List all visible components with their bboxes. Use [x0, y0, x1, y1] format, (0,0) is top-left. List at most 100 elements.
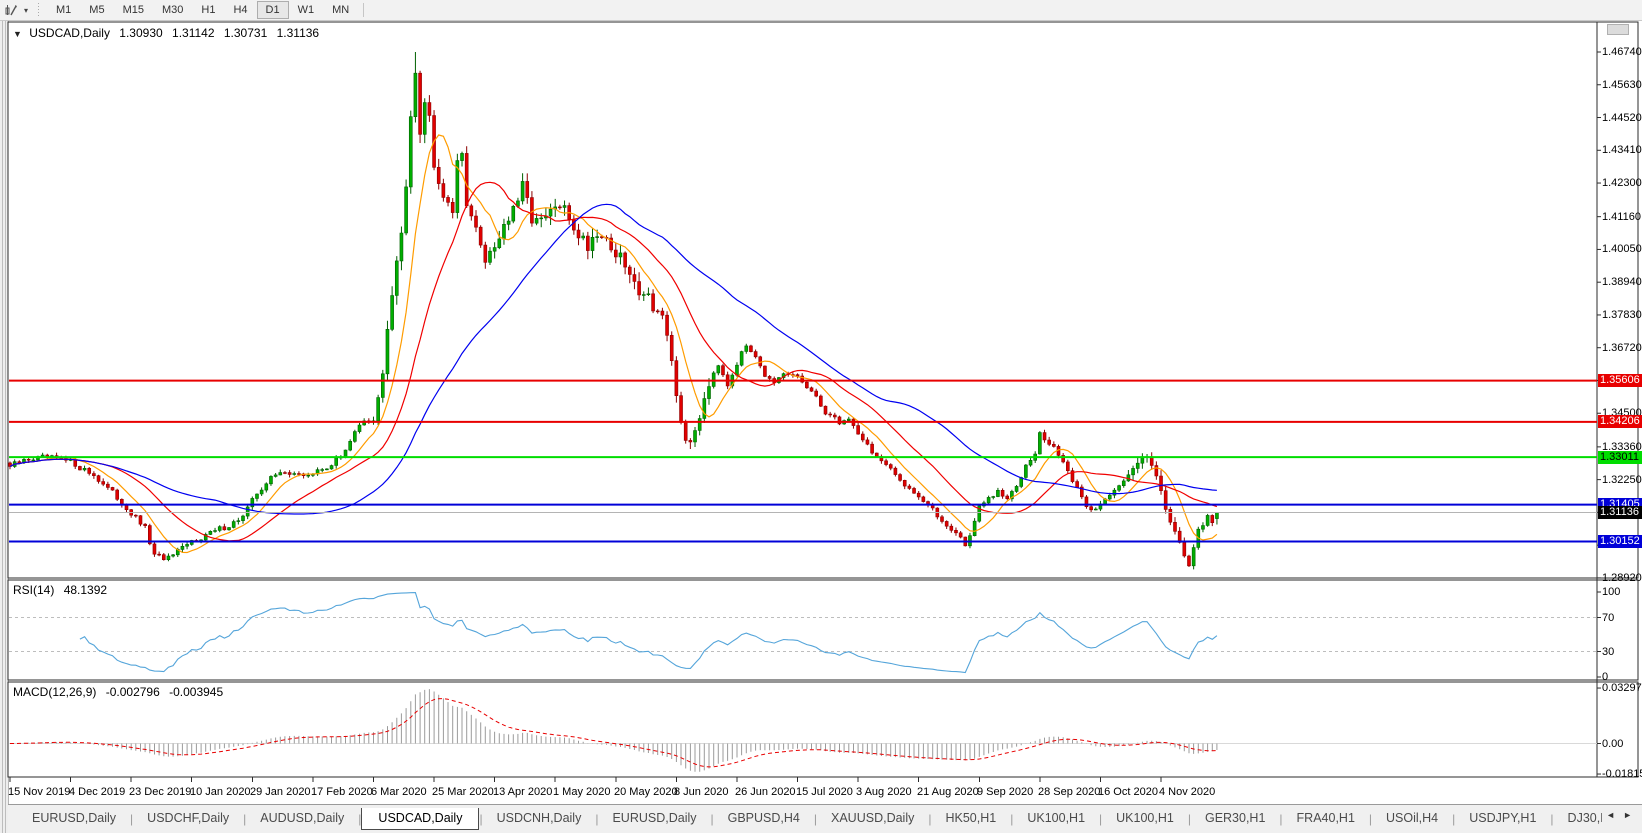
tab-separator: | — [1452, 812, 1456, 826]
chart-tab-ger30-h1[interactable]: GER30,H1 — [1204, 811, 1266, 825]
price-axis-tick: 1.36720 — [1602, 342, 1642, 354]
time-axis-label: 20 May 2020 — [614, 786, 678, 798]
time-axis-label: 13 Apr 2020 — [493, 786, 553, 798]
tab-separator: | — [358, 812, 362, 826]
time-axis-label: 17 Feb 2020 — [311, 786, 373, 798]
time-axis-label: 28 Sep 2020 — [1038, 786, 1101, 798]
toolbar-separator — [363, 3, 365, 17]
timeframe-button-m1[interactable]: M1 — [56, 4, 72, 16]
tab-separator: | — [710, 812, 714, 826]
time-axis-label: 9 Sep 2020 — [977, 786, 1034, 798]
macd-indicator-label: MACD(12,26,9) -0.002796 -0.003945 — [13, 685, 229, 699]
timeframe-button-d1[interactable]: D1 — [256, 1, 289, 19]
ohlc-open: 1.30930 — [119, 26, 163, 40]
tab-separator: | — [1010, 812, 1014, 826]
timeframe-button-m5[interactable]: M5 — [89, 4, 105, 16]
timeframe-button-mn[interactable]: MN — [332, 4, 350, 16]
price-axis-tick: 1.43410 — [1602, 144, 1642, 156]
toolbar-grip-handle[interactable] — [36, 3, 41, 17]
chart-tab-gbpusd-h4[interactable]: GBPUSD,H4 — [727, 811, 800, 825]
panel-frame-2 — [7, 681, 1639, 778]
time-axis-label: 3 Aug 2020 — [856, 786, 912, 798]
rsi-axis-tick: 30 — [1602, 646, 1615, 658]
macd-signal-value: -0.003945 — [169, 685, 224, 699]
timeframe-button-m15[interactable]: M15 — [122, 4, 144, 16]
tab-scroll-left-button[interactable]: ◄ — [1606, 810, 1616, 820]
timeframe-buttons: M1 M5 M15 M30 H1 H4 D1 W1 MN — [47, 1, 358, 19]
chart-title: ▼ USDCAD,Daily 1.30930 1.31142 1.30731 1… — [13, 26, 325, 40]
time-axis-label: 25 Mar 2020 — [432, 786, 494, 798]
timeframe-button-m30[interactable]: M30 — [161, 4, 184, 16]
macd-main-value: -0.002796 — [105, 685, 160, 699]
price-axis-tick: 1.32250 — [1602, 474, 1642, 486]
price-level-badge: 1.35606 — [1598, 374, 1642, 387]
tab-separator: | — [813, 812, 817, 826]
rsi-line — [79, 592, 1218, 674]
chart-tab-hk50-h1[interactable]: HK50,H1 — [945, 811, 997, 825]
chart-mode-icon[interactable] — [2, 2, 20, 18]
chart-tab-eurusd-daily[interactable]: EURUSD,Daily — [32, 811, 117, 825]
tab-separator: | — [1279, 812, 1283, 826]
time-axis-label: 8 Jun 2020 — [674, 786, 729, 798]
time-axis-label: 6 Mar 2020 — [371, 786, 427, 798]
chart-tab-uk100-h1[interactable]: UK100,H1 — [1116, 811, 1174, 825]
price-axis-tick: 1.28920 — [1602, 572, 1642, 584]
chart-tab-usdcad-daily[interactable]: USDCAD,Daily — [361, 808, 480, 830]
rsi-value: 48.1392 — [63, 583, 108, 597]
tab-separator: | — [1550, 812, 1554, 826]
macd-axis-tick: 0.00 — [1602, 738, 1624, 750]
chart-tab-dj30-daily[interactable]: DJ30,Daily — [1567, 811, 1603, 825]
chart-tab-usdcnh-daily[interactable]: USDCNH,Daily — [496, 811, 582, 825]
time-axis-label: 15 Jul 2020 — [796, 786, 853, 798]
rsi-axis-tick: 70 — [1602, 612, 1615, 624]
tab-separator: | — [1187, 812, 1191, 826]
chart-tab-fra40-h1[interactable]: FRA40,H1 — [1296, 811, 1355, 825]
chart-mode-dropdown-caret-icon[interactable]: ▾ — [23, 5, 28, 15]
time-axis-label: 29 Jan 2020 — [250, 786, 311, 798]
chart-tab-eurusd-daily[interactable]: EURUSD,Daily — [612, 811, 697, 825]
ma-line-45 — [9, 203, 1217, 515]
chart-tab-usoil-h4[interactable]: USOil,H4 — [1386, 811, 1439, 825]
macd-histogram — [14, 689, 1218, 772]
macd-axis-tick: -0.018154 — [1602, 768, 1642, 780]
time-axis-label: 1 May 2020 — [553, 786, 611, 798]
panel-frame-1 — [7, 579, 1639, 681]
timeframe-button-h4[interactable]: H4 — [233, 4, 248, 16]
ohlc-high: 1.31142 — [172, 26, 215, 40]
time-axis-label: 10 Jan 2020 — [190, 786, 251, 798]
macd-signal-line — [10, 698, 1217, 768]
chart-tab-xauusd-daily[interactable]: XAUUSD,Daily — [831, 811, 915, 825]
timeframe-button-w1[interactable]: W1 — [297, 4, 315, 16]
tab-separator: | — [479, 812, 483, 826]
ohlc-close: 1.31136 — [276, 26, 320, 40]
price-axis-tick: 1.42300 — [1602, 177, 1642, 189]
tab-scroll-controls: ◄ ► — [1602, 805, 1642, 820]
macd-name: MACD(12,26,9) — [13, 685, 97, 699]
chart-tabs: EURUSD,Daily | USDCHF,Daily | AUDUSD,Daily | U… — [8, 808, 1602, 830]
collapse-caret-icon[interactable]: ▼ — [13, 29, 22, 39]
chart-tab-usdjpy-h1[interactable]: USDJPY,H1 — [1469, 811, 1537, 825]
time-axis-label: 15 Nov 2019 — [8, 786, 71, 798]
scrollbar-thumb[interactable] — [1607, 24, 1629, 35]
rsi-axis-tick: 100 — [1602, 586, 1621, 598]
chart-tab-audusd-daily[interactable]: AUDUSD,Daily — [260, 811, 345, 825]
time-axis-label: 23 Dec 2019 — [129, 786, 192, 798]
price-level-badge: 1.34206 — [1598, 415, 1642, 428]
price-axis-tick: 1.45630 — [1602, 79, 1642, 91]
tab-separator: | — [595, 812, 599, 826]
rsi-axis-tick: 0 — [1602, 671, 1609, 683]
tab-separator: | — [1368, 812, 1373, 826]
price-level-badge: 1.33011 — [1598, 451, 1642, 464]
price-axis-tick: 1.37830 — [1602, 309, 1642, 321]
chart-tab-uk100-h1[interactable]: UK100,H1 — [1027, 811, 1086, 825]
rsi-name: RSI(14) — [13, 583, 55, 597]
timeframe-button-h1[interactable]: H1 — [201, 4, 216, 16]
tab-separator: | — [1099, 812, 1103, 826]
price-axis-tick: 1.46740 — [1602, 46, 1642, 58]
symbol-period-label: USDCAD,Daily — [29, 26, 110, 40]
chart-tab-usdchf-daily[interactable]: USDCHF,Daily — [147, 811, 230, 825]
tab-scroll-right-button[interactable]: ► — [1623, 810, 1632, 820]
time-axis-label: 21 Aug 2020 — [917, 786, 979, 798]
